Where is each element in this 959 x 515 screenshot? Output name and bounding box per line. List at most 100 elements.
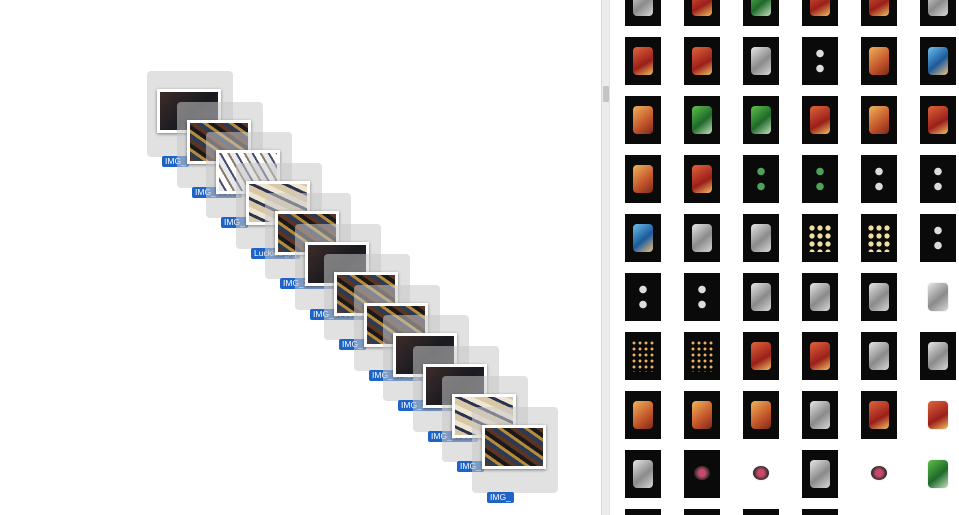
thumbnail-image [810, 342, 830, 370]
grid-thumbnail[interactable] [743, 509, 779, 515]
grid-thumbnail[interactable] [802, 214, 838, 262]
file-name-label: IMG_ [339, 339, 366, 350]
grid-thumbnail[interactable] [802, 37, 838, 85]
thumbnail-image [751, 0, 771, 16]
file-name-label: IMG_ [162, 156, 189, 167]
thumbnail-image [929, 223, 947, 253]
thumbnail-image [633, 165, 653, 193]
grid-thumbnail[interactable] [684, 450, 720, 498]
grid-thumbnail[interactable] [684, 96, 720, 144]
grid-thumbnail[interactable] [743, 273, 779, 321]
grid-thumbnail[interactable] [861, 0, 897, 26]
thumbnail-image [870, 164, 888, 194]
file-name-label: IMG_ [487, 492, 514, 503]
thumbnail-image [810, 460, 830, 488]
grid-thumbnail[interactable] [802, 155, 838, 203]
grid-thumbnail[interactable] [684, 273, 720, 321]
grid-thumbnail[interactable] [861, 509, 897, 515]
thumbnail-image [869, 106, 889, 134]
grid-thumbnail[interactable] [920, 155, 956, 203]
grid-thumbnail[interactable] [920, 332, 956, 380]
grid-thumbnail[interactable] [861, 155, 897, 203]
thumbnail-image [928, 47, 948, 75]
grid-thumbnail[interactable] [743, 391, 779, 439]
thumbnail-image [869, 401, 889, 429]
grid-thumbnail[interactable] [743, 332, 779, 380]
thumbnail-image [810, 106, 830, 134]
grid-thumbnail[interactable] [625, 509, 661, 515]
dragged-file-11[interactable]: IMG_ [472, 407, 558, 503]
grid-thumbnail[interactable] [743, 155, 779, 203]
grid-thumbnail[interactable] [802, 391, 838, 439]
grid-thumbnail[interactable] [743, 450, 779, 498]
grid-thumbnail[interactable] [802, 509, 838, 515]
thumbnail-image [633, 0, 653, 16]
grid-thumbnail[interactable] [802, 96, 838, 144]
grid-thumbnail[interactable] [625, 214, 661, 262]
pane-divider[interactable] [601, 0, 610, 515]
grid-thumbnail[interactable] [861, 332, 897, 380]
thumbnail-image [751, 283, 771, 311]
thumbnail-image [928, 342, 948, 370]
grid-thumbnail[interactable] [920, 96, 956, 144]
grid-thumbnail[interactable] [625, 450, 661, 498]
grid-thumbnail[interactable] [684, 0, 720, 26]
thumbnail-image [633, 401, 653, 429]
grid-thumbnail[interactable] [920, 273, 956, 321]
grid-thumbnail[interactable] [861, 37, 897, 85]
thumbnail-image [633, 460, 653, 488]
thumbnail-image [693, 282, 711, 312]
grid-thumbnail[interactable] [802, 0, 838, 26]
thumbnail-image [751, 342, 771, 370]
thumbnail-image [692, 165, 712, 193]
grid-thumbnail[interactable] [684, 332, 720, 380]
grid-thumbnail[interactable] [920, 0, 956, 26]
grid-thumbnail[interactable] [625, 332, 661, 380]
drop-canvas[interactable]: IMG_IMG_3768.jIMG_Luckies.jpgIMG_3766.jp… [0, 0, 601, 515]
grid-thumbnail[interactable] [684, 509, 720, 515]
grid-thumbnail[interactable] [861, 96, 897, 144]
grid-thumbnail[interactable] [684, 214, 720, 262]
grid-thumbnail[interactable] [920, 509, 956, 515]
thumbnail-image [692, 224, 712, 252]
grid-thumbnail[interactable] [625, 37, 661, 85]
divider-handle[interactable] [603, 86, 609, 102]
grid-thumbnail[interactable] [861, 214, 897, 262]
grid-thumbnail[interactable] [743, 96, 779, 144]
thumbnail-image [751, 106, 771, 134]
grid-thumbnail[interactable] [920, 450, 956, 498]
thumbnail-image [690, 340, 714, 372]
grid-thumbnail[interactable] [802, 450, 838, 498]
grid-thumbnail[interactable] [861, 273, 897, 321]
thumbnail-image [631, 340, 655, 372]
file-name-label: IMG_ [221, 217, 248, 228]
grid-thumbnail[interactable] [625, 155, 661, 203]
thumbnail-image [751, 47, 771, 75]
file-thumbnail [482, 425, 546, 469]
grid-thumbnail[interactable] [743, 0, 779, 26]
grid-thumbnail[interactable] [743, 37, 779, 85]
grid-thumbnail[interactable] [802, 273, 838, 321]
file-name-label: IMG_ [457, 461, 484, 472]
grid-thumbnail[interactable] [861, 391, 897, 439]
grid-thumbnail[interactable] [684, 37, 720, 85]
thumbnail-image [810, 283, 830, 311]
grid-thumbnail[interactable] [920, 391, 956, 439]
thumbnail-image [810, 401, 830, 429]
grid-thumbnail[interactable] [625, 391, 661, 439]
thumbnail-image [811, 46, 829, 76]
grid-thumbnail[interactable] [861, 450, 897, 498]
thumbnail-image [929, 164, 947, 194]
grid-thumbnail[interactable] [920, 37, 956, 85]
grid-thumbnail[interactable] [625, 0, 661, 26]
thumbnail-image [928, 460, 948, 488]
grid-thumbnail[interactable] [743, 214, 779, 262]
thumbnail-image [808, 224, 832, 252]
grid-thumbnail[interactable] [684, 155, 720, 203]
grid-thumbnail[interactable] [920, 214, 956, 262]
grid-thumbnail[interactable] [802, 332, 838, 380]
grid-thumbnail[interactable] [625, 96, 661, 144]
grid-thumbnail[interactable] [684, 391, 720, 439]
thumbnail-image [928, 0, 948, 16]
grid-thumbnail[interactable] [625, 273, 661, 321]
